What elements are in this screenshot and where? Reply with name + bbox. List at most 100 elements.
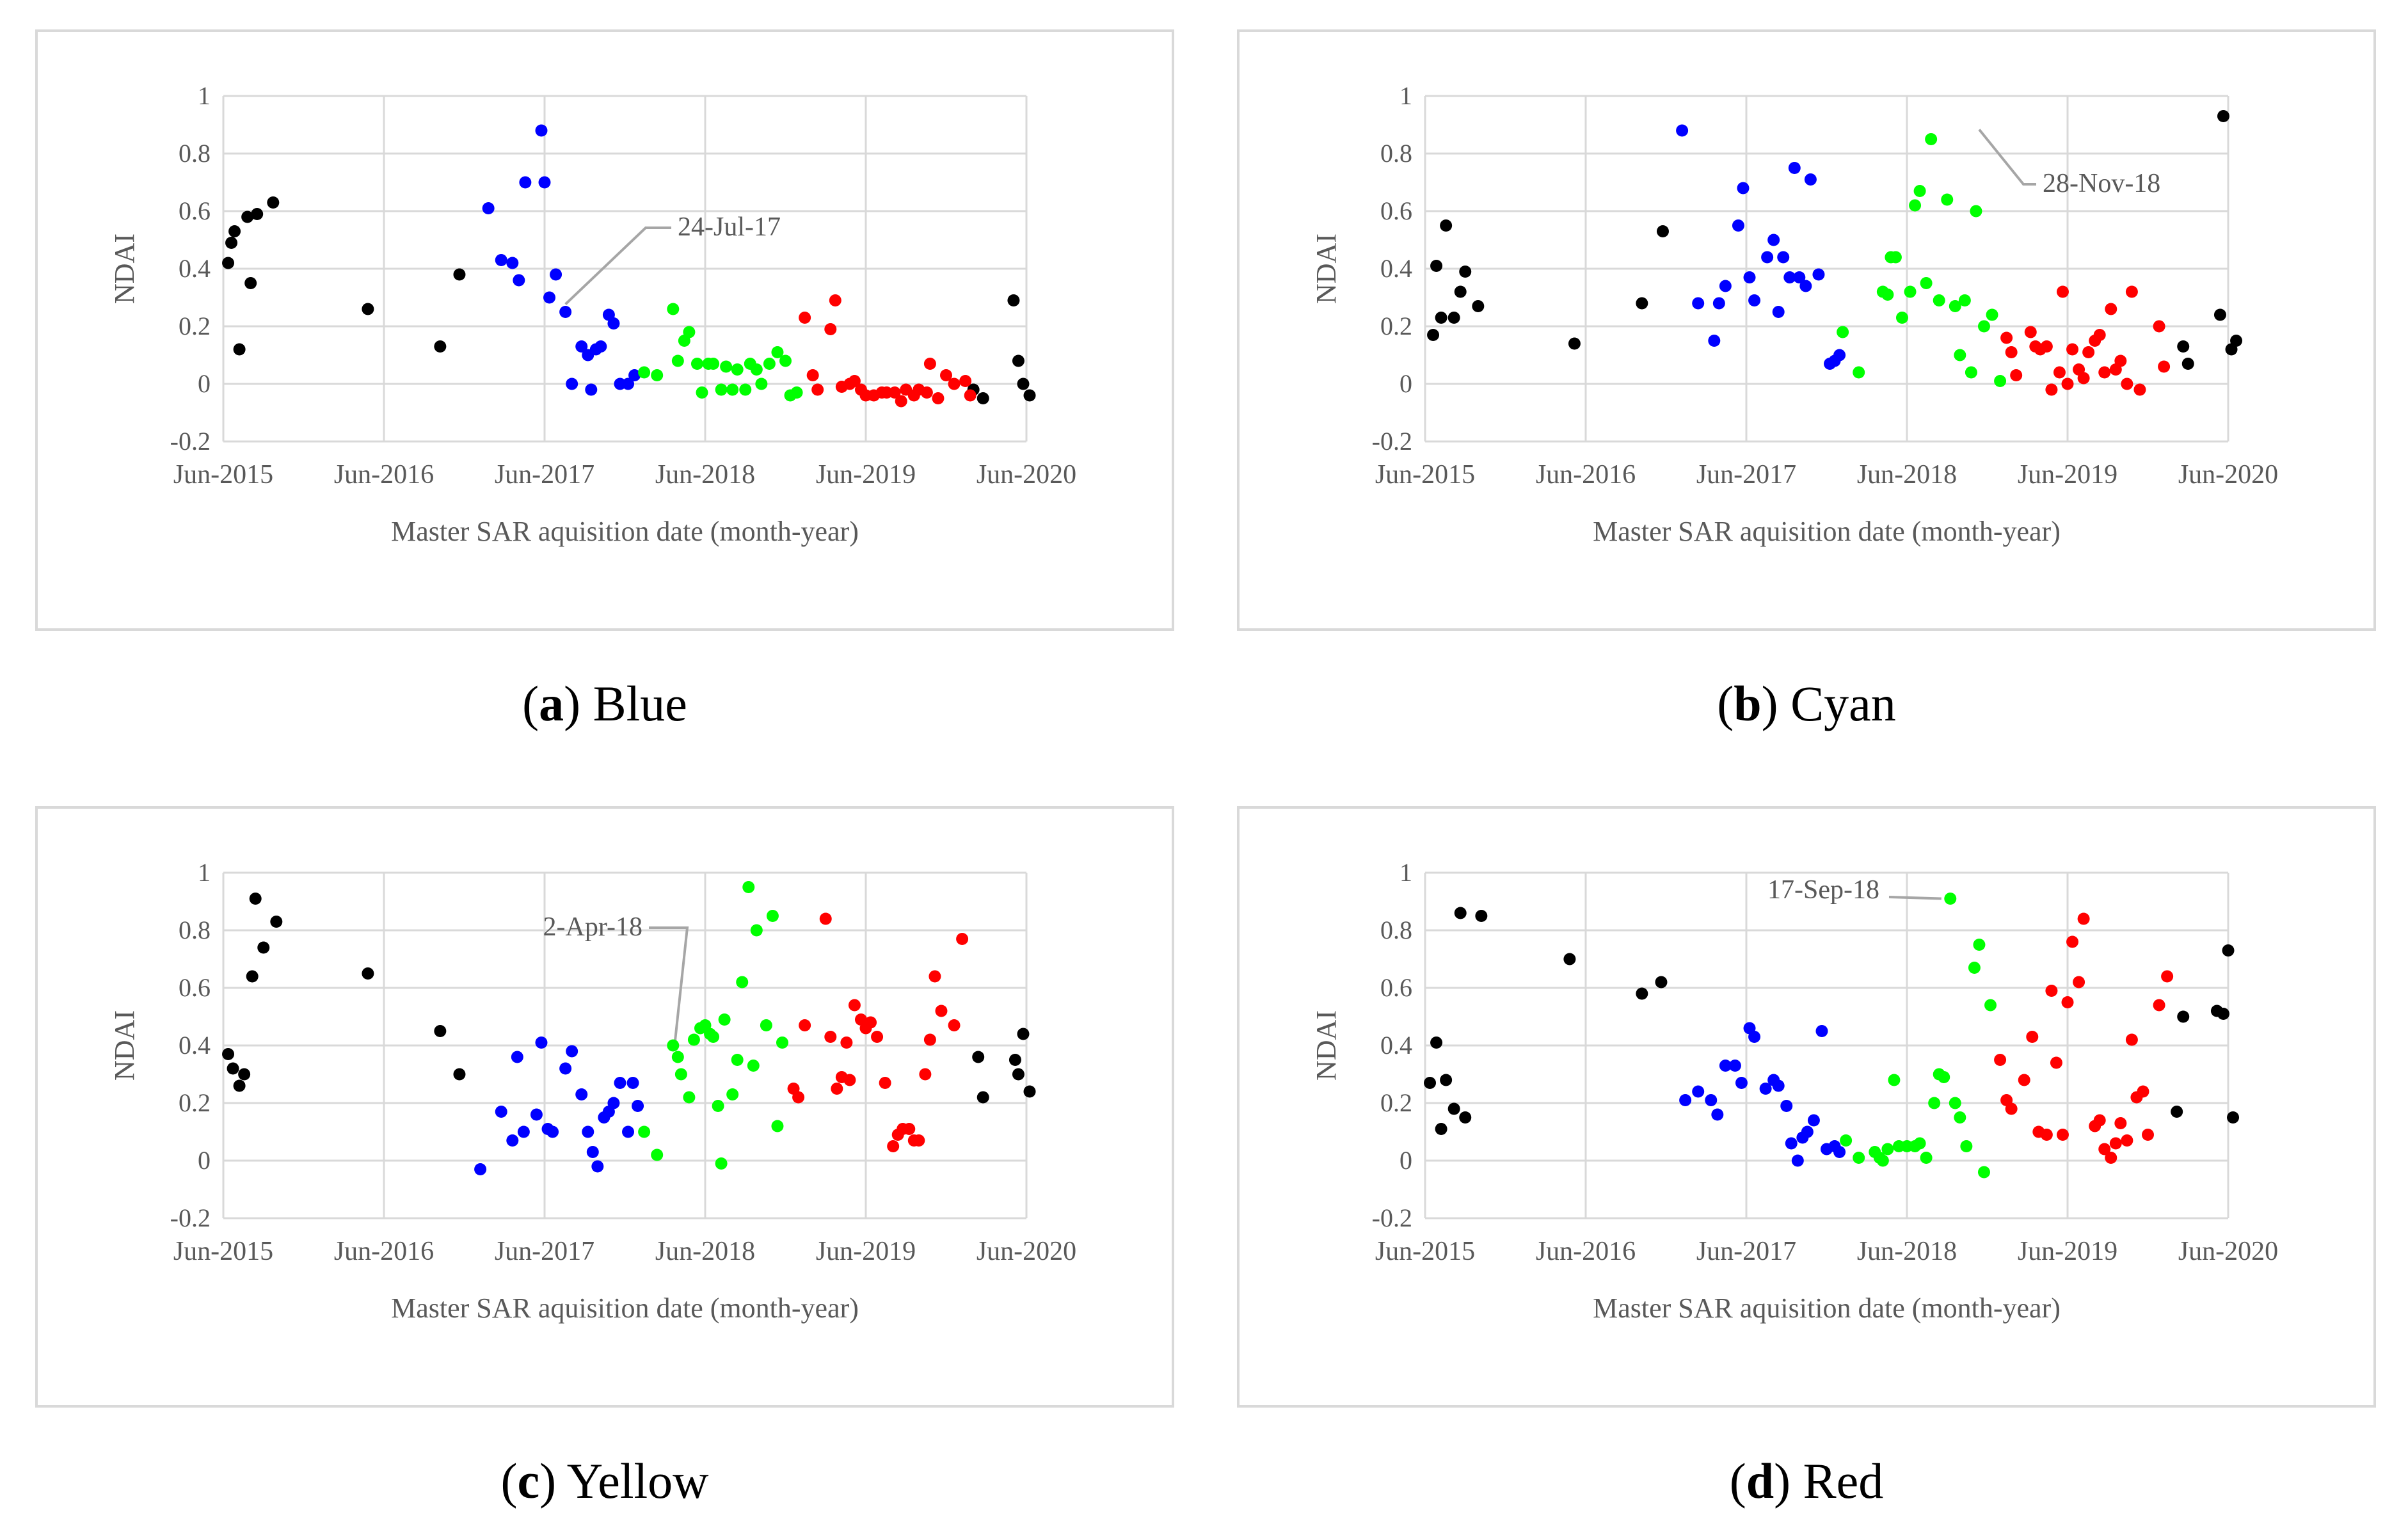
data-point-black	[227, 1062, 239, 1075]
data-point-blue	[511, 1051, 523, 1063]
data-point-black	[1447, 1102, 1460, 1115]
annotation-label: 24-Jul-17	[678, 212, 781, 242]
data-point-green	[726, 1088, 739, 1100]
data-point-green	[1965, 366, 1977, 379]
data-point-black	[233, 343, 246, 356]
data-point-black	[1435, 1123, 1447, 1135]
y-tick-label: 0	[1399, 1146, 1412, 1175]
data-point-red	[799, 312, 811, 324]
x-tick-label: Jun-2015	[173, 1237, 273, 1266]
data-point-red	[2000, 331, 2013, 344]
data-point-red	[2125, 285, 2138, 298]
caption-letter: b	[1734, 676, 1762, 731]
annotation-leader	[649, 926, 689, 1051]
data-point-green	[1960, 1140, 1973, 1152]
data-point-blue	[1712, 297, 1725, 310]
data-point-red	[2066, 343, 2079, 356]
data-point-red	[831, 1083, 843, 1095]
data-point-blue	[1833, 349, 1846, 361]
data-point-green	[718, 1013, 731, 1026]
data-point-black	[2217, 1008, 2229, 1020]
data-point-blue	[1705, 1094, 1718, 1106]
data-point-red	[1994, 1054, 2007, 1066]
data-point-blue	[1815, 1025, 1828, 1037]
data-point-red	[923, 1033, 936, 1046]
data-point-red	[895, 395, 907, 408]
data-point-blue	[582, 1125, 594, 1138]
data-point-green	[1973, 939, 1986, 951]
data-point-black	[238, 1068, 251, 1081]
data-point-black	[2213, 308, 2226, 321]
y-tick-label: 1	[1399, 81, 1412, 110]
data-point-red	[2040, 1129, 2053, 1141]
y-tick-label: 1	[198, 81, 211, 110]
data-point-green	[667, 303, 680, 315]
data-point-red	[929, 970, 941, 983]
data-point-red	[2109, 1137, 2122, 1150]
data-point-blue	[535, 1037, 548, 1049]
data-point-blue	[628, 369, 641, 381]
data-point-blue	[575, 1088, 588, 1100]
x-tick-label: Jun-2017	[1696, 460, 1796, 489]
data-point-red	[2153, 999, 2165, 1012]
data-point-green	[776, 1037, 788, 1049]
data-point-red	[2161, 970, 2174, 983]
annotation-leader	[564, 226, 671, 305]
data-point-blue	[1679, 1094, 1692, 1106]
data-point-blue	[1748, 1031, 1761, 1043]
data-point-blue	[614, 1077, 626, 1089]
data-point-green	[771, 346, 784, 358]
data-point-black	[1563, 953, 1576, 965]
chart-panel-b: 1 0.8 0.6 0.4 0.2 0 -0.2 Jun-2015 Jun-2016 Jun-20…	[1237, 29, 2376, 631]
x-tick-label: Jun-2016	[334, 1237, 434, 1266]
data-point-green	[707, 1031, 720, 1043]
data-point-blue	[546, 1125, 559, 1138]
data-point-black	[1440, 219, 1453, 232]
data-point-black	[1459, 266, 1472, 278]
y-tick-label: 1	[1399, 858, 1412, 887]
data-point-green	[667, 1039, 680, 1052]
data-point-red	[2026, 1031, 2039, 1043]
data-point-red	[2142, 1129, 2154, 1141]
data-point-green	[687, 1033, 700, 1046]
data-point-red	[964, 389, 977, 402]
data-point-red	[959, 375, 972, 387]
data-point-red	[2056, 285, 2069, 298]
data-point-red	[935, 1005, 948, 1017]
data-point-red	[871, 1031, 884, 1043]
data-point-black	[453, 1068, 466, 1081]
data-point-green	[1837, 326, 1849, 338]
data-point-black	[1007, 294, 1020, 306]
data-point-black	[1454, 285, 1467, 298]
y-tick-label: 0.6	[179, 196, 211, 225]
data-point-red	[2056, 1129, 2069, 1141]
annotation-leader	[1888, 896, 1942, 900]
data-point-red	[2121, 377, 2133, 390]
data-point-blue	[517, 1125, 530, 1138]
data-point-red	[865, 1016, 877, 1029]
data-point-green	[790, 386, 803, 399]
data-point-red	[2105, 1152, 2117, 1164]
data-point-red	[2105, 303, 2117, 315]
data-point-green	[763, 358, 776, 370]
data-point-green	[1920, 277, 1933, 289]
data-point-black	[434, 340, 447, 353]
caption-d: (d) Red	[1729, 1453, 1884, 1509]
data-point-black	[2217, 110, 2229, 122]
data-point-black	[1636, 297, 1648, 310]
y-tick-label: 0.8	[1380, 916, 1412, 944]
data-point-red	[879, 1077, 891, 1089]
data-point-blue	[1785, 1137, 1798, 1150]
data-point-green	[1986, 308, 1998, 321]
data-point-green	[638, 1125, 651, 1138]
data-point-red	[923, 358, 936, 370]
data-point-black	[1017, 1028, 1030, 1040]
data-point-black	[1430, 1037, 1443, 1049]
data-point-red	[2125, 1033, 2138, 1046]
data-point-black	[225, 237, 238, 249]
data-point-black	[1454, 907, 1467, 919]
data-point-blue	[1833, 1146, 1846, 1158]
y-tick-label: 0.8	[179, 916, 211, 944]
data-point-black	[249, 893, 262, 905]
caption-text: Yellow	[566, 1453, 709, 1509]
